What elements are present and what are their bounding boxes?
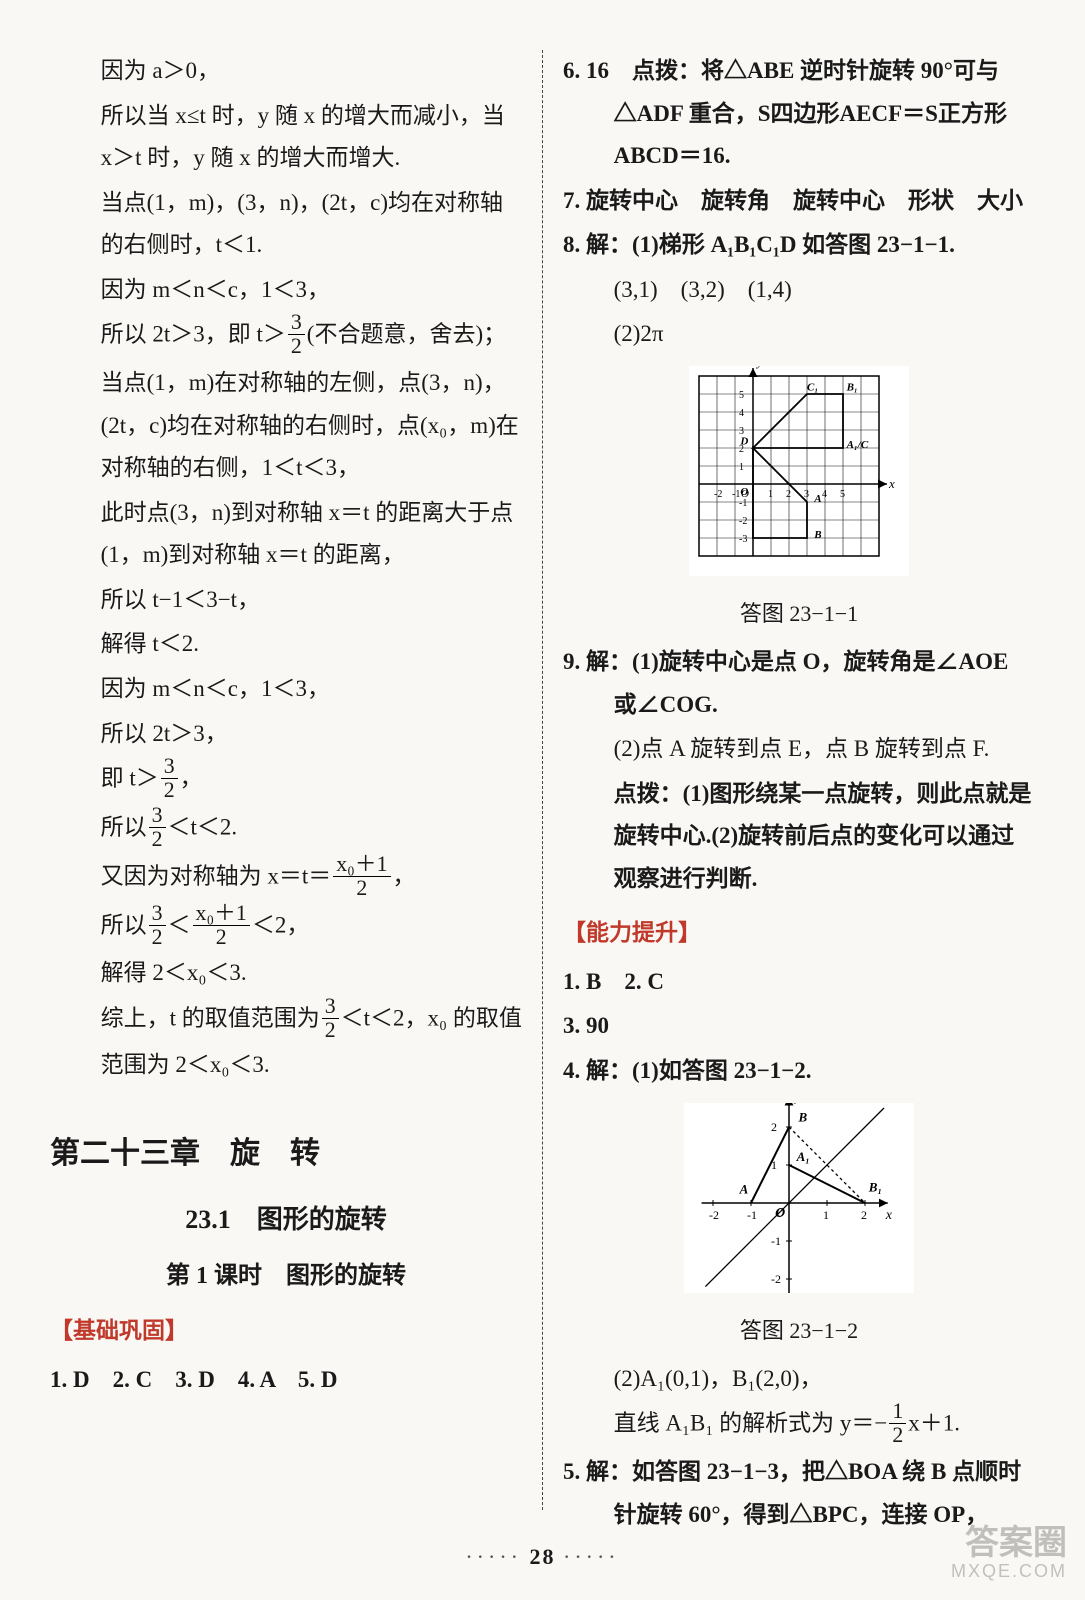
svg-text:A: A <box>739 1181 749 1196</box>
text: 所以当 x≤t 时，y 随 x 的增大而减小，当 x＞t 时，y 随 x 的增大… <box>50 95 522 180</box>
text: 所以 2t＞3，即 t＞32(不合题意，舍去)； <box>50 313 522 360</box>
footer-dots-right: ····· <box>563 1544 620 1569</box>
u3: 3. 90 <box>563 1005 1035 1048</box>
u4b: (2)A₁(0,1)，B₁(2,0)， <box>563 1358 1035 1401</box>
svg-text:4: 4 <box>822 489 827 500</box>
svg-text:O: O <box>776 1204 786 1219</box>
u4a: 4. 解：(1)如答图 23−1−2. <box>563 1050 1035 1093</box>
svg-text:2: 2 <box>786 489 791 500</box>
svg-text:A: A <box>813 493 821 505</box>
text: 所以 2t＞3， <box>50 713 522 756</box>
right-column: 6. 16 点拨：将△ABE 逆时针旋转 90°可与△ADF 重合，S四边形AE… <box>542 50 1035 1510</box>
item-9b: (2)点 A 旋转到点 E，点 B 旋转到点 F. <box>563 728 1035 771</box>
item-8b: (3,1) (3,2) (1,4) <box>563 269 1035 312</box>
text: 此时点(3，n)到对称轴 x＝t 的距离大于点(1，m)到对称轴 x＝t 的距离… <box>50 492 522 577</box>
text: 所以 t−1＜3−t， <box>50 579 522 622</box>
text: 即 t＞32， <box>50 757 522 804</box>
svg-text:y: y <box>793 1103 802 1105</box>
page-number: 28 <box>530 1544 556 1569</box>
svg-text:B₁: B₁ <box>868 1179 882 1194</box>
svg-text:-2: -2 <box>709 1208 719 1222</box>
section-title: 23.1 图形的旋转 <box>50 1196 522 1244</box>
text: 因为 m＜n＜c，1＜3， <box>50 269 522 312</box>
basic-answers: 1. D 2. C 3. D 4. A 5. D <box>50 1359 522 1402</box>
text: 又因为对称轴为 x＝t＝x₀＋12， <box>50 855 522 902</box>
svg-text:O: O <box>740 486 748 498</box>
svg-text:B: B <box>813 529 821 541</box>
text: 当点(1，m)，(3，n)，(2t，c)均在对称轴的右侧时，t＜1. <box>50 182 522 267</box>
svg-text:B₁: B₁ <box>846 381 858 393</box>
grid-chart-svg: yx-2-112345-3-2-112345OC₁B₁DA₁/COAB <box>689 366 909 576</box>
text: 综上，t 的取值范围为32＜t＜2，x₀ 的取值范围为 2＜x₀＜3. <box>50 997 522 1086</box>
figure-1: yx-2-112345-3-2-112345OC₁B₁DA₁/COAB 答图 2… <box>563 366 1035 635</box>
u1: 1. B 2. C <box>563 961 1035 1004</box>
figure-1-caption: 答图 23−1−1 <box>563 594 1035 635</box>
page-footer: ····· 28 ····· <box>0 1544 1085 1570</box>
svg-text:B: B <box>798 1109 808 1124</box>
text: 因为 m＜n＜c，1＜3， <box>50 668 522 711</box>
u4c: 直线 A₁B₁ 的解析式为 y＝−12x＋1. <box>563 1402 1035 1449</box>
svg-text:x: x <box>885 1208 893 1223</box>
svg-text:A₁: A₁ <box>796 1149 810 1164</box>
svg-text:A₁/C: A₁/C <box>846 439 869 451</box>
svg-text:-1: -1 <box>771 1234 781 1248</box>
text: 所以32＜x₀＋12＜2， <box>50 904 522 951</box>
chapter-title: 第二十三章 旋 转 <box>50 1126 522 1182</box>
svg-text:-2: -2 <box>714 489 722 500</box>
svg-text:-1: -1 <box>747 1208 757 1222</box>
svg-text:y: y <box>755 366 763 369</box>
svg-text:3: 3 <box>804 489 809 500</box>
svg-text:-2: -2 <box>771 1272 781 1286</box>
svg-text:1: 1 <box>768 489 773 500</box>
item-9c: 点拨：(1)图形绕某一点旋转，则此点就是旋转中心.(2)旋转前后点的变化可以通过… <box>563 773 1035 901</box>
figure-2: yx-2-112-2-112OABOA₁B₁ 答图 23−1−2 <box>563 1103 1035 1352</box>
text: 因为 a＞0， <box>50 50 522 93</box>
watermark-line2: MXQE.COM <box>951 1562 1067 1582</box>
subsection-title: 第 1 课时 图形的旋转 <box>50 1254 522 1298</box>
figure-2-caption: 答图 23−1−2 <box>563 1311 1035 1352</box>
svg-text:C₁: C₁ <box>807 381 818 393</box>
tag-ability: 【能力提升】 <box>563 912 1035 955</box>
svg-text:2: 2 <box>861 1208 867 1222</box>
tag-basic: 【基础巩固】 <box>50 1310 522 1353</box>
text: 解得 2＜x₀＜3. <box>50 952 522 995</box>
item-8c: (2)2π <box>563 313 1035 356</box>
svg-text:1: 1 <box>739 462 744 473</box>
text: 解得 t＜2. <box>50 623 522 666</box>
text: 所以32＜t＜2. <box>50 806 522 853</box>
svg-text:D: D <box>739 435 748 447</box>
axes-chart-svg: yx-2-112-2-112OABOA₁B₁ <box>684 1103 914 1293</box>
text: 当点(1，m)在对称轴的左侧，点(3，n)，(2t，c)均在对称轴的右侧时，点(… <box>50 362 522 490</box>
svg-text:1: 1 <box>823 1208 829 1222</box>
item-6: 6. 16 点拨：将△ABE 逆时针旋转 90°可与△ADF 重合，S四边形AE… <box>563 50 1035 178</box>
watermark-line1: 答案圈 <box>951 1525 1067 1562</box>
footer-dots-left: ····· <box>465 1544 522 1569</box>
svg-text:-3: -3 <box>739 534 747 545</box>
item-8a: 8. 解：(1)梯形 A₁B₁C₁D 如答图 23−1−1. <box>563 224 1035 267</box>
svg-text:5: 5 <box>739 390 744 401</box>
svg-text:4: 4 <box>739 408 744 419</box>
watermark: 答案圈 MXQE.COM <box>951 1525 1067 1582</box>
item-9a: 9. 解：(1)旋转中心是点 O，旋转角是∠AOE 或∠COG. <box>563 641 1035 726</box>
left-column: 因为 a＞0， 所以当 x≤t 时，y 随 x 的增大而减小，当 x＞t 时，y… <box>50 50 542 1510</box>
svg-text:-2: -2 <box>739 516 747 527</box>
svg-text:5: 5 <box>840 489 845 500</box>
svg-text:2: 2 <box>771 1120 777 1134</box>
item-7: 7. 旋转中心 旋转角 旋转中心 形状 大小 <box>563 180 1035 223</box>
svg-text:x: x <box>888 476 895 491</box>
